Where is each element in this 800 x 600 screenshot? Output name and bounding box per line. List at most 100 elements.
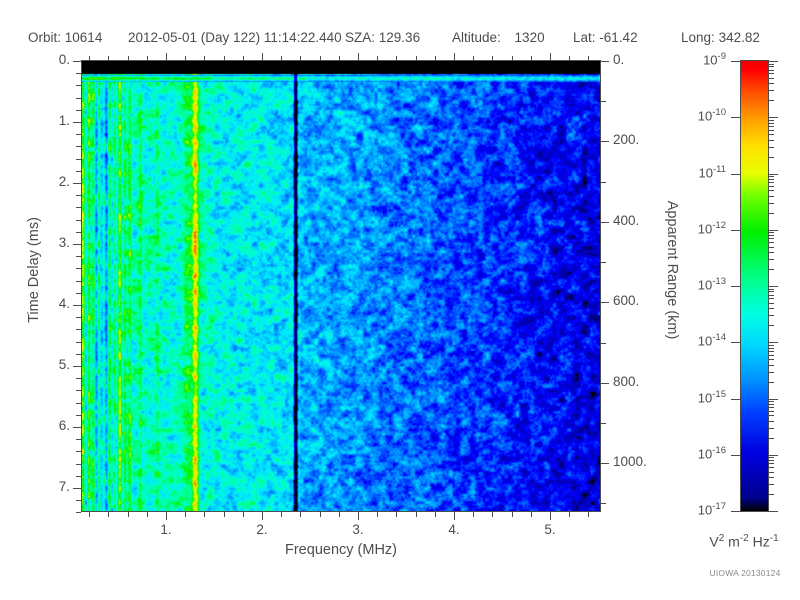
bottom-tick-major bbox=[166, 512, 167, 520]
colorbar-tick-minor bbox=[769, 477, 774, 478]
colorbar-tick-major bbox=[769, 399, 778, 400]
top-tick-minor bbox=[224, 56, 225, 61]
left-tick-label: 7. bbox=[58, 479, 70, 494]
left-tick-minor bbox=[76, 134, 81, 135]
left-tick-major bbox=[73, 305, 81, 306]
left-tick-minor bbox=[76, 476, 81, 477]
bottom-tick-major bbox=[550, 512, 551, 520]
left-tick-minor bbox=[76, 512, 81, 513]
spectrogram-plot-area[interactable] bbox=[81, 60, 601, 512]
colorbar-tick-mantissa: 10 bbox=[697, 390, 713, 406]
colorbar-tick-mantissa: 10 bbox=[698, 165, 713, 181]
right-tick-major bbox=[601, 463, 609, 464]
colorbar-tick-label: 10-11 bbox=[699, 164, 727, 180]
bottom-tick-minor bbox=[185, 512, 186, 517]
colorbar-tick-major bbox=[769, 286, 778, 287]
top-tick-minor bbox=[435, 56, 436, 61]
colorbar-tick-exponent: -12 bbox=[712, 220, 726, 231]
cb-unit-m-exp: -2 bbox=[739, 533, 749, 544]
bottom-tick-minor bbox=[243, 512, 244, 517]
bottom-tick-label: 2. bbox=[256, 522, 268, 537]
colorbar-tick-minor bbox=[769, 438, 774, 439]
colorbar-tick-minor bbox=[769, 78, 774, 79]
right-tick-minor bbox=[601, 262, 606, 263]
bottom-tick-minor bbox=[377, 512, 378, 517]
cb-unit-m: m bbox=[724, 533, 740, 550]
colorbar-tick-major-left bbox=[731, 174, 740, 175]
bottom-tick-minor bbox=[588, 512, 589, 517]
colorbar-tick-minor bbox=[769, 308, 774, 309]
colorbar-tick-major bbox=[769, 511, 778, 512]
bottom-tick-minor bbox=[108, 512, 109, 517]
header-metadata: Orbit: 10614 2012-05-01 (Day 122) 11:14:… bbox=[0, 30, 800, 48]
top-tick-minor bbox=[377, 56, 378, 61]
right-tick-label: 800. bbox=[613, 374, 640, 389]
header-altitude: Altitude: 1320 bbox=[452, 30, 545, 45]
top-tick-minor bbox=[339, 56, 340, 61]
colorbar-tick-major-left bbox=[731, 399, 740, 400]
colorbar-tick-label: 10-17 bbox=[698, 501, 726, 517]
colorbar-tick-major bbox=[769, 117, 778, 118]
left-tick-minor bbox=[76, 281, 81, 282]
colorbar-tick-minor bbox=[769, 213, 774, 214]
colorbar-tick-minor bbox=[769, 472, 774, 473]
right-tick-label: 200. bbox=[613, 132, 640, 147]
left-tick-minor bbox=[76, 171, 81, 172]
colorbar-tick-label: 10-16 bbox=[698, 445, 726, 461]
colorbar-tick-mantissa: 10 bbox=[697, 502, 713, 518]
bottom-tick-label: 5. bbox=[544, 522, 556, 537]
colorbar-tick-minor bbox=[769, 460, 774, 461]
left-tick-minor bbox=[76, 73, 81, 74]
colorbar-tick-minor bbox=[769, 134, 774, 135]
bottom-tick-label: 1. bbox=[160, 522, 172, 537]
right-tick-major bbox=[601, 383, 609, 384]
left-tick-minor bbox=[76, 85, 81, 86]
colorbar[interactable] bbox=[740, 60, 769, 512]
bottom-tick-minor bbox=[531, 512, 532, 517]
colorbar-tick-exponent: -10 bbox=[712, 107, 726, 118]
right-tick-label: 1000. bbox=[613, 454, 647, 469]
colorbar-unit-label: V2 m-2 Hz-1 bbox=[688, 533, 800, 550]
colorbar-tick-minor bbox=[769, 157, 774, 158]
colorbar-tick-minor bbox=[769, 463, 774, 464]
left-tick-minor bbox=[76, 500, 81, 501]
top-tick-major bbox=[262, 53, 263, 61]
colorbar-tick-minor bbox=[769, 484, 774, 485]
colorbar-tick-label: 10-13 bbox=[698, 276, 726, 292]
bottom-tick-major bbox=[358, 512, 359, 520]
colorbar-tick-exponent: -11 bbox=[712, 164, 726, 175]
top-tick-minor bbox=[108, 56, 109, 61]
colorbar-tick-minor bbox=[769, 70, 774, 71]
colorbar-tick-minor bbox=[769, 182, 774, 183]
left-tick-minor bbox=[76, 354, 81, 355]
left-tick-minor bbox=[76, 415, 81, 416]
colorbar-tick-label: 10-9 bbox=[703, 51, 726, 67]
right-tick-minor bbox=[601, 182, 606, 183]
left-tick-minor bbox=[76, 220, 81, 221]
bottom-tick-minor bbox=[512, 512, 513, 517]
colorbar-tick-minor bbox=[769, 73, 774, 74]
right-tick-minor bbox=[601, 101, 606, 102]
left-tick-label: 6. bbox=[58, 418, 70, 433]
right-axis-title: Apparent Range (km) bbox=[664, 200, 680, 340]
left-tick-label: 0. bbox=[58, 52, 70, 67]
right-tick-minor bbox=[601, 343, 606, 344]
right-tick-major bbox=[601, 222, 609, 223]
left-tick-label: 3. bbox=[58, 235, 70, 250]
bottom-tick-minor bbox=[416, 512, 417, 517]
left-tick-label: 4. bbox=[58, 296, 70, 311]
colorbar-tick-major bbox=[769, 61, 778, 62]
bottom-tick-minor bbox=[128, 512, 129, 517]
colorbar-tick-minor bbox=[769, 401, 774, 402]
colorbar-tick-major-left bbox=[731, 230, 740, 231]
colorbar-tick-label: 10-12 bbox=[698, 220, 726, 236]
header-long-label: Long: bbox=[681, 30, 715, 45]
colorbar-tick-minor bbox=[769, 345, 774, 346]
left-tick-minor bbox=[76, 390, 81, 391]
colorbar-tick-minor bbox=[769, 494, 774, 495]
colorbar-tick-minor bbox=[769, 123, 774, 124]
left-tick-minor bbox=[76, 378, 81, 379]
left-tick-minor bbox=[76, 268, 81, 269]
colorbar-tick-minor bbox=[769, 247, 774, 248]
top-tick-major bbox=[166, 53, 167, 61]
